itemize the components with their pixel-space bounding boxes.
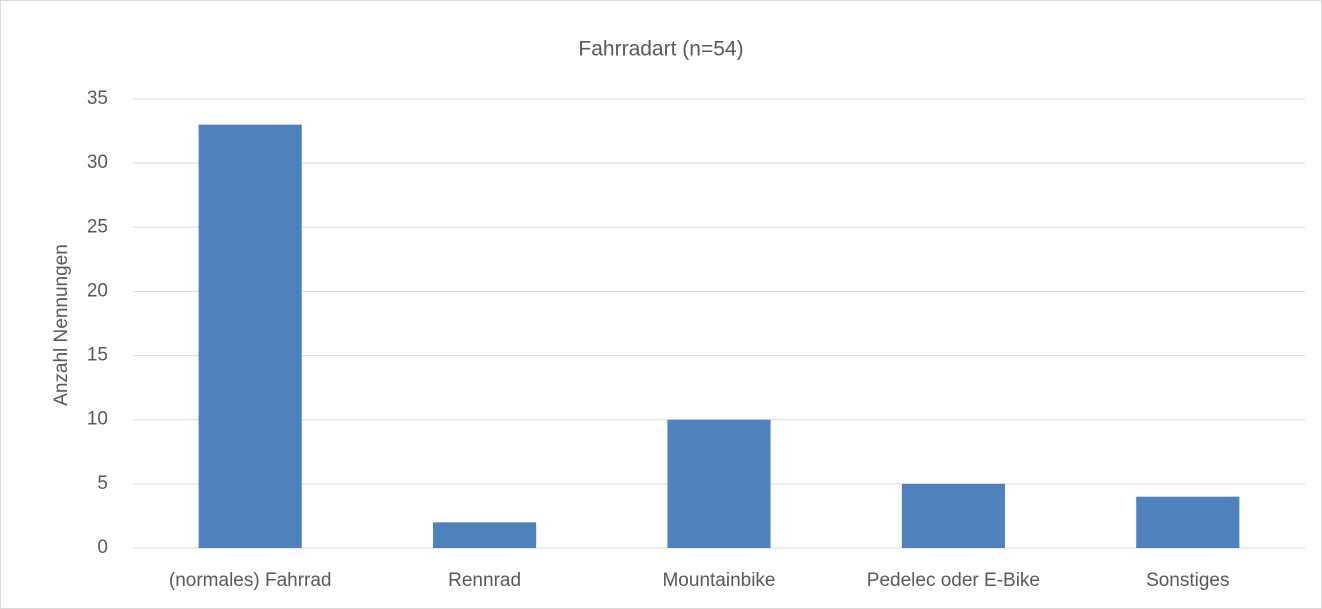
y-tick-label: 25: [87, 216, 108, 237]
x-tick-label: Sonstiges: [1146, 570, 1229, 591]
y-axis-label: Anzahl Nennungen: [51, 244, 72, 406]
x-tick-label: Rennrad: [448, 570, 521, 591]
x-tick-label: Mountainbike: [662, 570, 775, 591]
y-tick-label: 5: [97, 473, 108, 494]
x-tick-label: (normales) Fahrrad: [169, 570, 332, 591]
bar: [667, 419, 771, 548]
y-tick-label: 10: [87, 409, 108, 430]
y-tick-label: 15: [87, 345, 108, 366]
bar: [1136, 496, 1240, 548]
bar: [901, 483, 1005, 548]
chart-title: Fahrradart (n=54): [578, 38, 743, 61]
y-tick-label: 30: [87, 152, 108, 173]
bar: [433, 522, 537, 548]
y-tick-label: 0: [97, 537, 108, 558]
x-tick-label: Pedelec oder E-Bike: [867, 570, 1040, 591]
y-tick-label: 35: [87, 88, 108, 109]
bar: [198, 124, 302, 549]
y-tick-label: 20: [87, 280, 108, 301]
